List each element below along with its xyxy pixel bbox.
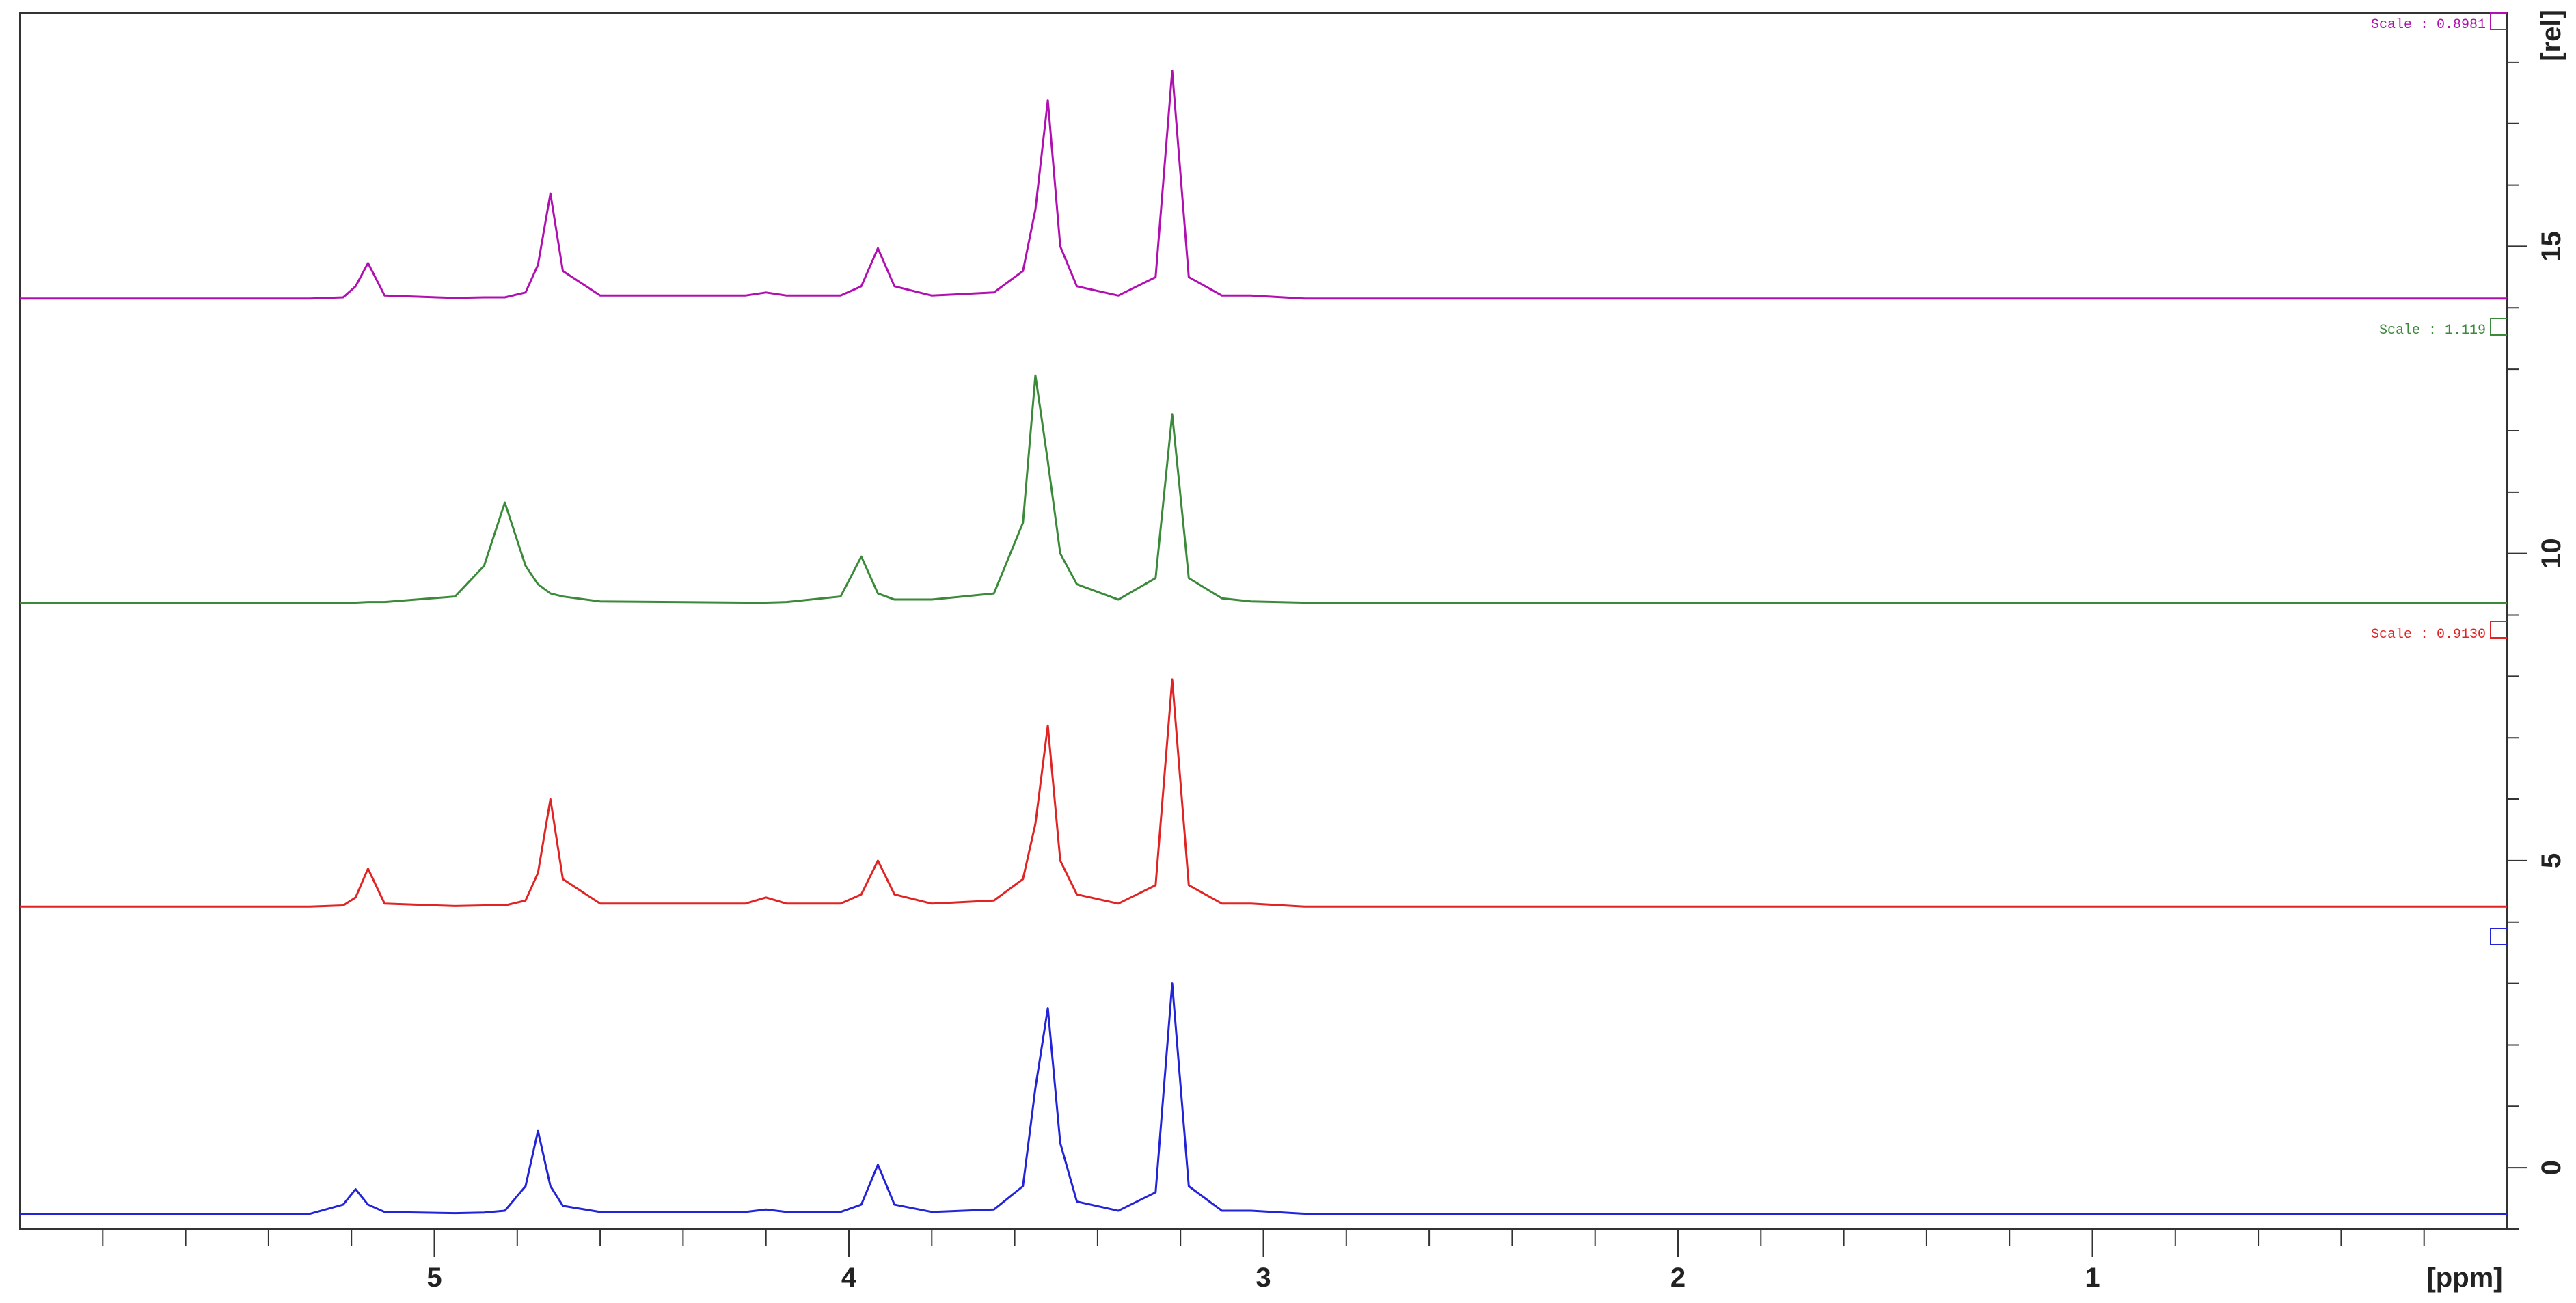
y-tick-label: 10 <box>2536 538 2566 569</box>
x-tick-label: 2 <box>1670 1263 1685 1293</box>
scale-annotation: Scale : 1.119 <box>2379 323 2486 338</box>
y-tick-label: 0 <box>2536 1160 2566 1175</box>
x-tick-label: 4 <box>841 1263 857 1293</box>
scale-annotation: Scale : 0.8981 <box>2371 17 2486 33</box>
x-tick-label: 5 <box>426 1263 442 1293</box>
spectrum-line <box>20 374 2507 604</box>
y-tick-label: 5 <box>2536 853 2566 868</box>
x-tick-label: 3 <box>1256 1263 1271 1293</box>
y-axis-label: [rel] <box>2536 10 2566 62</box>
plot-frame <box>19 12 2508 1230</box>
x-axis-label: [ppm] <box>2426 1263 2502 1293</box>
scale-annotation: Scale : 0.9130 <box>2371 627 2486 643</box>
spectrum-line <box>20 69 2507 300</box>
scale-marker <box>2490 928 2507 945</box>
scale-marker <box>2490 318 2507 336</box>
x-tick-label: 1 <box>2085 1263 2100 1293</box>
spectrum-line <box>20 982 2507 1215</box>
spectrum-line <box>20 678 2507 908</box>
scale-marker <box>2490 12 2507 30</box>
scale-marker <box>2490 621 2507 639</box>
y-tick-label: 15 <box>2536 231 2566 262</box>
